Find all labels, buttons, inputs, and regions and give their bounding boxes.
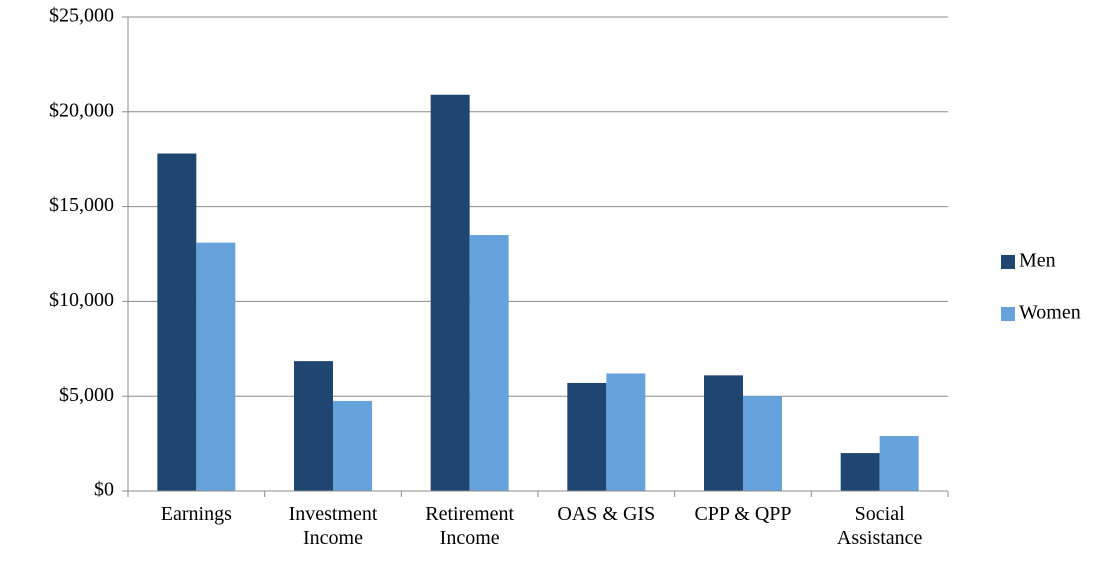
bar <box>879 436 919 491</box>
x-tick-label: OAS & GIS <box>557 503 655 525</box>
bar <box>333 400 372 491</box>
x-tick-label: Investment Income <box>289 503 378 549</box>
bar <box>743 396 782 491</box>
x-tick-label: CPP & QPP <box>694 503 791 525</box>
y-tick-label: $0 <box>94 479 114 501</box>
x-tick-label: Earnings <box>161 503 232 525</box>
legend-swatch <box>1001 255 1015 269</box>
y-tick-label: $25,000 <box>49 5 114 27</box>
bar <box>196 242 236 491</box>
y-tick-label: $20,000 <box>49 99 114 121</box>
bar <box>567 382 607 491</box>
bar <box>294 361 333 491</box>
y-tick-label: $5,000 <box>59 384 114 406</box>
y-tick-label: $10,000 <box>49 289 114 311</box>
bar <box>157 153 197 491</box>
bar <box>469 235 509 491</box>
legend-swatch <box>1001 307 1015 321</box>
x-tick-label: Retirement Income <box>425 503 514 549</box>
legend-label: Men <box>1019 250 1056 272</box>
bar <box>840 453 880 491</box>
bar <box>430 94 470 492</box>
x-tick-label: Social Assistance <box>837 503 923 549</box>
legend-label: Women <box>1019 302 1081 324</box>
bar <box>704 375 743 491</box>
bar <box>606 373 646 491</box>
y-tick-label: $15,000 <box>49 194 114 216</box>
